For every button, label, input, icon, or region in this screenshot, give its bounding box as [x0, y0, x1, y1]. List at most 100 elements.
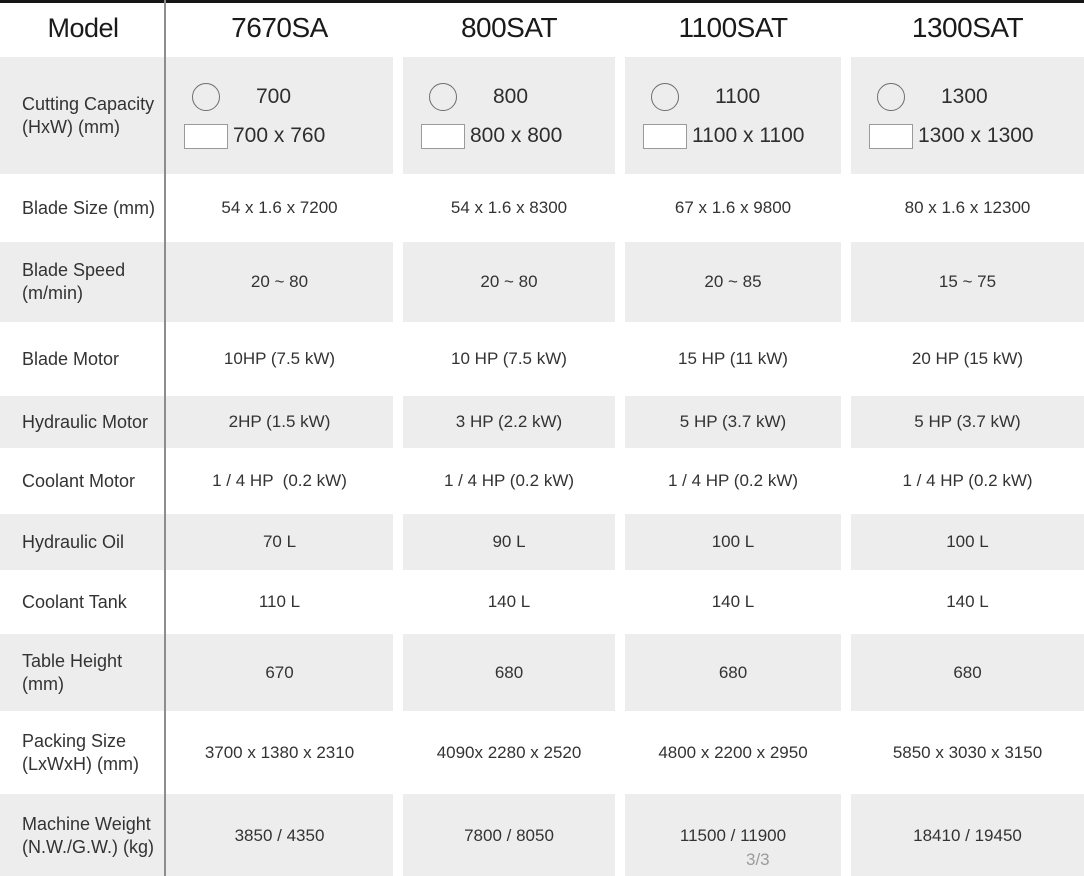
capacity-cell-7670sa: 700 700 x 760 — [166, 57, 393, 174]
rect-capacity-value: 1100 x 1100 — [692, 124, 805, 147]
spec-value: 5 HP (3.7 kW) — [851, 396, 1084, 448]
spec-value: 100 L — [625, 514, 841, 570]
row-label-line: Blade Size (mm) — [22, 197, 156, 218]
spec-value: 4800 x 2200 x 2950 — [658, 742, 808, 762]
row-blade-motor: Blade Motor 10HP (7.5 kW) 10 HP (7.5 kW)… — [0, 326, 1084, 392]
spec-value: 680 — [403, 634, 615, 711]
spec-value: 90 L — [403, 514, 615, 570]
circle-outline-icon — [651, 82, 679, 111]
row-packing-size: Packing Size (LxWxH) (mm) 3700 x 1380 x … — [0, 715, 1084, 790]
capacity-cell-1100sat: 1100 1100 x 1100 — [625, 57, 841, 174]
spec-value: 54 x 1.6 x 7200 — [221, 198, 338, 217]
spec-value: 100 L — [851, 514, 1084, 570]
spec-value: 140 L — [487, 592, 531, 611]
row-label-hydraulic-motor: Hydraulic Motor — [0, 396, 166, 448]
page-indicator: 3/3 — [746, 850, 770, 869]
row-label-cutting-capacity: Cutting Capacity (HxW) (mm) — [0, 57, 166, 174]
spec-value: 3700 x 1380 x 2310 — [204, 742, 355, 762]
row-cutting-capacity: Cutting Capacity (HxW) (mm) 700 700 x 76… — [0, 57, 1084, 174]
row-hydraulic-oil: Hydraulic Oil 70 L 90 L 100 L 100 L — [0, 514, 1084, 570]
row-table-height: Table Height (mm) 670 680 680 680 — [0, 634, 1084, 711]
header-model-label: Model — [0, 3, 166, 53]
rectangle-outline-icon — [421, 123, 465, 149]
row-label-line: Packing Size — [22, 730, 127, 751]
row-label-line: Hydraulic Oil — [22, 531, 125, 552]
spec-value: 140 L — [711, 592, 755, 611]
spec-value: 10HP (7.5 kW) — [223, 349, 336, 368]
row-hydraulic-motor: Hydraulic Motor 2HP (1.5 kW) 3 HP (2.2 k… — [0, 396, 1084, 448]
row-label-line: (N.W./G.W.) (kg) — [22, 836, 154, 857]
row-label-line: Coolant Motor — [22, 470, 136, 491]
row-label-line: Table Height — [22, 650, 123, 671]
spec-value: 11500 / 11900 — [625, 794, 841, 876]
row-label-blade-size: Blade Size (mm) — [0, 178, 166, 238]
rect-capacity-line: 700 x 760 — [166, 123, 393, 149]
round-capacity-value: 700 — [256, 84, 292, 108]
row-coolant-tank: Coolant Tank 110 L 140 L 140 L 140 L — [0, 574, 1084, 630]
row-label-line: (mm) — [22, 673, 64, 694]
header-model-7670sa: 7670SA — [166, 3, 393, 53]
spec-value: 4090x 2280 x 2520 — [436, 742, 582, 762]
spec-value: 1 / 4 HP (0.2 kW) — [212, 471, 347, 490]
spec-value: 10 HP (7.5 kW) — [451, 349, 567, 368]
spec-value: 1 / 4 HP (0.2 kW) — [443, 471, 575, 490]
rect-capacity-line: 1300 x 1300 — [851, 123, 1084, 149]
row-blade-size: Blade Size (mm) 54 x 1.6 x 7200 54 x 1.6… — [0, 178, 1084, 238]
model-column-divider — [164, 0, 166, 876]
row-label-machine-weight: Machine Weight (N.W./G.W.) (kg) — [0, 794, 166, 876]
spec-value: 80 x 1.6 x 12300 — [904, 198, 1031, 217]
spec-value: 15 HP (11 kW) — [678, 349, 788, 368]
round-capacity-value: 800 — [493, 84, 529, 108]
circle-outline-icon — [192, 82, 220, 111]
rect-capacity-value: 800 x 800 — [470, 124, 563, 147]
spec-value: 18410 / 19450 — [851, 794, 1084, 876]
spec-value: 5850 x 3030 x 3150 — [892, 742, 1043, 762]
spec-value: 680 — [851, 634, 1084, 711]
rect-capacity-value: 700 x 760 — [233, 124, 326, 147]
round-capacity-line: 800 — [403, 82, 615, 111]
round-capacity-value: 1300 — [941, 84, 988, 108]
spec-value: 670 — [166, 634, 393, 711]
table-header-row: Model 7670SA 800SAT 1100SAT 1300SAT — [0, 0, 1084, 53]
row-label-line: (HxW) (mm) — [22, 116, 120, 137]
round-capacity-line: 1100 — [625, 82, 841, 111]
round-capacity-line: 700 — [166, 82, 393, 111]
row-label-coolant-tank: Coolant Tank — [0, 574, 166, 630]
row-label-blade-speed: Blade Speed (m/min) — [0, 242, 166, 322]
rectangle-outline-icon — [869, 123, 913, 149]
spec-value: 680 — [625, 634, 841, 711]
row-label-blade-motor: Blade Motor — [0, 326, 166, 392]
capacity-cell-1300sat: 1300 1300 x 1300 — [851, 57, 1084, 174]
row-label-line: Machine Weight — [22, 813, 151, 834]
capacity-cell-800sat: 800 800 x 800 — [403, 57, 615, 174]
row-label-line: Blade Speed — [22, 260, 126, 280]
spec-value: 20 ~ 80 — [403, 242, 615, 322]
spec-value: 1 / 4 HP (0.2 kW) — [667, 471, 799, 490]
header-model-1300sat: 1300SAT — [851, 3, 1084, 53]
circle-outline-icon — [877, 82, 905, 111]
spec-value: 2HP (1.5 kW) — [166, 396, 393, 448]
spec-value: 7800 / 8050 — [403, 794, 615, 876]
row-blade-speed: Blade Speed (m/min) 20 ~ 80 20 ~ 80 20 ~… — [0, 242, 1084, 322]
spec-value: 5 HP (3.7 kW) — [625, 396, 841, 448]
row-label-line: (LxWxH) (mm) — [22, 753, 139, 774]
row-label-line: Coolant Tank — [22, 591, 127, 612]
spec-value: 3 HP (2.2 kW) — [403, 396, 615, 448]
spec-value: 70 L — [166, 514, 393, 570]
rect-capacity-line: 1100 x 1100 — [625, 123, 841, 149]
spec-value: 54 x 1.6 x 8300 — [450, 198, 568, 217]
row-label-line: (m/min) — [22, 283, 83, 303]
spec-value: 140 L — [946, 592, 989, 611]
row-label-hydraulic-oil: Hydraulic Oil — [0, 514, 166, 570]
spec-value: 110 L — [258, 592, 301, 611]
spec-value: 20 HP (15 kW) — [911, 349, 1024, 368]
rectangle-outline-icon — [643, 123, 687, 149]
row-machine-weight: Machine Weight (N.W./G.W.) (kg) 3850 / 4… — [0, 794, 1084, 876]
rect-capacity-value: 1300 x 1300 — [918, 124, 1034, 147]
spec-value: 3850 / 4350 — [166, 794, 393, 876]
circle-outline-icon — [429, 82, 457, 111]
row-label-line: Hydraulic Motor — [22, 411, 149, 432]
header-model-1100sat: 1100SAT — [625, 3, 841, 53]
rectangle-outline-icon — [184, 123, 228, 149]
